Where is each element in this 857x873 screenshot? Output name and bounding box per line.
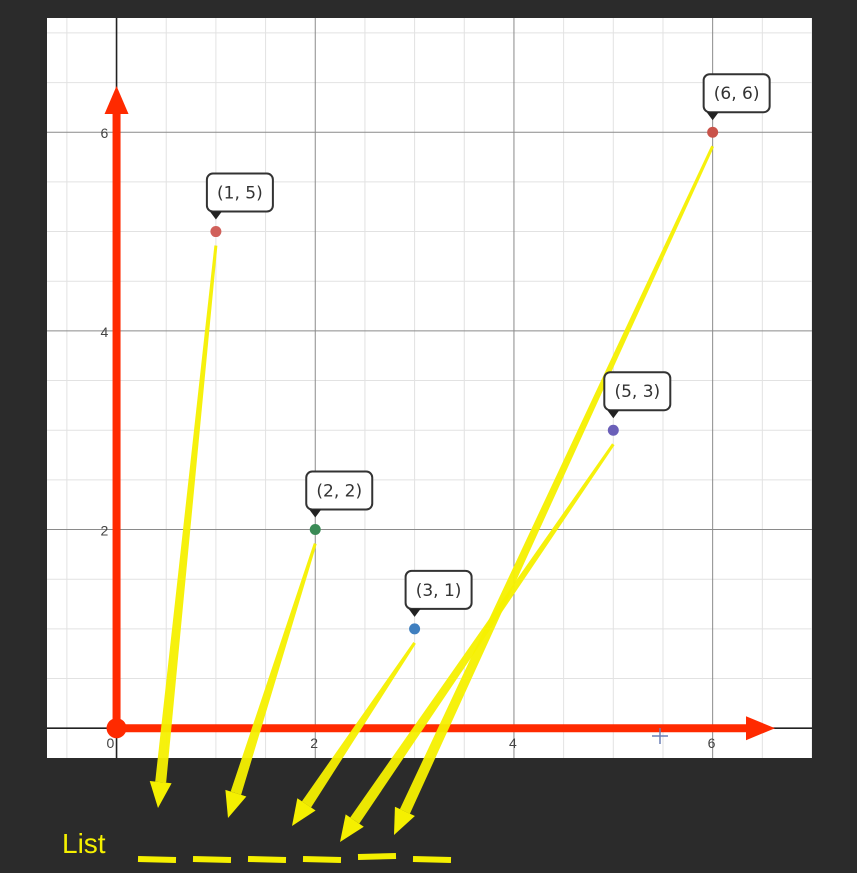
list-slot: [192, 856, 232, 863]
x-tick-label: 2: [310, 735, 318, 751]
list-slot: [247, 856, 287, 863]
list-slot: [302, 856, 342, 863]
list-slots: [137, 853, 452, 863]
point-label-pointer: [309, 509, 322, 518]
arrow-shaft: [155, 245, 218, 783]
point-label-pointer: [607, 410, 620, 419]
arrow-head: [149, 781, 172, 808]
data-point: [409, 623, 421, 635]
point-label: (3, 1): [404, 569, 473, 617]
point-label: (2, 2): [305, 470, 374, 518]
list-slot: [137, 856, 177, 863]
y-axis-arrow-head: [104, 86, 129, 114]
list-slot: [357, 853, 397, 860]
yellow-arrow: [225, 543, 317, 818]
point-label-text: (3, 1): [416, 581, 462, 601]
axes: [47, 18, 812, 758]
list-label: List: [62, 828, 106, 859]
x-tick-label: 0: [107, 735, 115, 751]
tick-labels: 0 2 4 6 2 4 6: [101, 125, 716, 751]
yellow-arrow: [149, 245, 218, 808]
y-tick-label: 2: [101, 523, 109, 539]
point-label: (5, 3): [603, 371, 672, 419]
x-axis-arrow-head: [746, 716, 775, 741]
point-label-box: [702, 73, 771, 114]
arrow-head: [225, 789, 247, 818]
point-label-pointer: [706, 112, 719, 121]
point-label-pointer: [209, 211, 222, 220]
data-point: [707, 126, 719, 138]
point-label: (1, 5): [205, 172, 274, 220]
arrow-head: [292, 798, 316, 826]
point-label-box: [603, 371, 672, 412]
data-point: [309, 524, 321, 536]
data-point: [607, 424, 619, 436]
yellow-arrow: [394, 145, 715, 835]
x-tick-label: 6: [708, 735, 716, 751]
point-label: (6, 6): [702, 73, 771, 121]
y-tick-label: 6: [101, 125, 109, 141]
point-labels: (1, 5) (2, 2) (3, 1) (5, 3) (6, 6): [205, 73, 771, 617]
point-label-box: [305, 470, 374, 511]
arrow-shaft: [230, 543, 317, 795]
point-label-box: [205, 172, 274, 213]
plot-background: [47, 18, 812, 758]
y-tick-label: 4: [101, 324, 109, 340]
point-label-text: (6, 6): [714, 84, 760, 104]
arrow-head: [394, 806, 415, 835]
point-label-text: (1, 5): [217, 184, 263, 204]
list-slot: [412, 856, 452, 863]
arrow-shaft: [399, 145, 715, 814]
yellow-arrow: [292, 642, 416, 826]
origin-marker: [106, 718, 127, 739]
yellow-arrows: [149, 145, 715, 842]
point-label-text: (2, 2): [316, 482, 362, 502]
point-label-box: [404, 569, 473, 610]
arrow-head: [340, 814, 364, 842]
point-label-pointer: [408, 608, 421, 617]
data-points: [210, 126, 719, 635]
data-point: [210, 226, 222, 238]
point-label-text: (5, 3): [614, 382, 660, 402]
x-tick-label: 4: [509, 735, 517, 751]
arrow-shaft: [301, 642, 416, 808]
list-annotation: List: [62, 828, 452, 863]
